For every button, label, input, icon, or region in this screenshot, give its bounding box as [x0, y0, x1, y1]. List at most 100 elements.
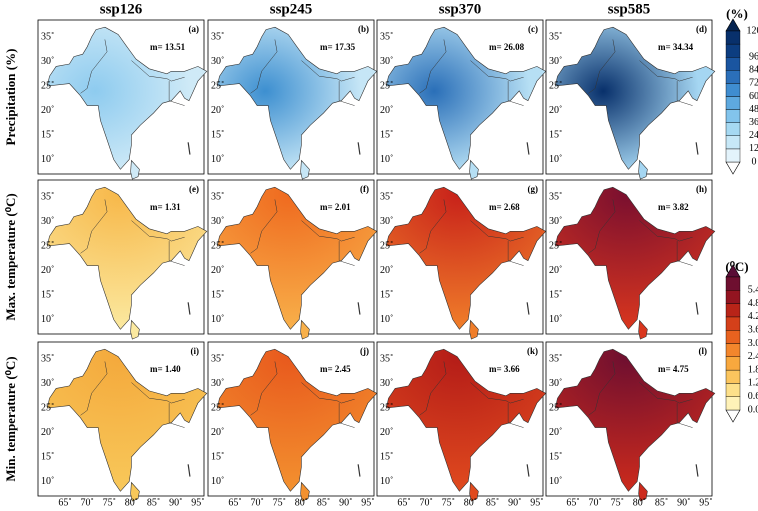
border-line [639, 220, 693, 242]
mean-value: m= 26.08 [489, 42, 525, 52]
panel-label: (a) [189, 24, 200, 34]
lon-tick-label: 75˚ [442, 497, 455, 508]
panel-label: (l) [699, 346, 708, 356]
lat-tick-label: 20˚ [211, 265, 224, 276]
colorbar-tick-label: 3.0 [748, 338, 758, 349]
lon-tick-label: 70˚ [419, 497, 432, 508]
lat-tick-label: 35˚ [380, 191, 393, 202]
lat-tick-label: 35˚ [549, 31, 562, 42]
lat-tick-label: 10˚ [211, 476, 224, 487]
island-mark [187, 142, 191, 155]
lat-tick-label: 15˚ [380, 289, 393, 300]
border-line [168, 403, 185, 428]
island [469, 159, 479, 180]
lon-tick-label: 85˚ [655, 497, 668, 508]
border-line [470, 220, 524, 242]
map-region [216, 186, 378, 330]
island [469, 481, 479, 502]
column-title: ssp126 [100, 1, 143, 17]
panel-label: (k) [527, 346, 538, 356]
lon-tick-label: 85˚ [147, 497, 160, 508]
colorbar-tick-label: 3.6 [748, 324, 758, 335]
colorbar-tick-label: 0.0 [748, 404, 758, 415]
lat-tick-label: 10˚ [549, 476, 562, 487]
mean-value: m= 1.31 [150, 202, 181, 212]
colorbar-cell [725, 70, 741, 84]
lat-tick-label: 25˚ [549, 402, 562, 413]
lat-tick-label: 15˚ [211, 129, 224, 140]
lat-tick-label: 10˚ [211, 154, 224, 165]
lon-tick-label: 75˚ [103, 497, 116, 508]
island-mark [357, 142, 361, 155]
island-mark [357, 464, 361, 477]
border-line [419, 199, 447, 254]
lat-tick-label: 20˚ [41, 427, 54, 438]
mean-value: m= 2.68 [489, 202, 520, 212]
lat-tick-label: 20˚ [211, 427, 224, 438]
lat-tick-label: 30˚ [549, 378, 562, 389]
colorbar-tick-label: 1.8 [748, 364, 758, 375]
island-mark [526, 142, 530, 155]
colorbar-cell [725, 343, 741, 358]
lon-tick-label: 75˚ [611, 497, 624, 508]
island-mark [526, 302, 530, 315]
map-region [554, 186, 716, 330]
border-line [338, 403, 355, 428]
lat-tick-label: 10˚ [380, 476, 393, 487]
lat-tick-label: 30˚ [211, 216, 224, 227]
lat-tick-label: 10˚ [380, 154, 393, 165]
border-line [131, 382, 185, 404]
map-region [46, 348, 208, 492]
colorbar-cell [725, 43, 741, 58]
lat-tick-label: 35˚ [41, 191, 54, 202]
lon-tick-label: 80˚ [464, 497, 477, 508]
lat-tick-label: 15˚ [380, 451, 393, 462]
colorbar-cell [725, 96, 741, 110]
row-label: Min. temperature (⁰C) [3, 356, 18, 481]
lat-tick-label: 35˚ [549, 353, 562, 364]
island [130, 481, 140, 502]
mean-value: m= 13.51 [150, 42, 186, 52]
lon-tick-label: 95˚ [530, 497, 543, 508]
island-mark [695, 464, 699, 477]
colorbar-tick-label: 0 [752, 156, 757, 167]
lat-tick-label: 25˚ [549, 80, 562, 91]
lat-tick-label: 15˚ [41, 451, 54, 462]
island-mark [187, 302, 191, 315]
colorbar-cell [725, 276, 741, 291]
map-region [216, 26, 378, 170]
colorbar-cap [725, 409, 741, 423]
lon-tick-label: 65˚ [58, 497, 71, 508]
border-line [301, 220, 355, 242]
border-line [131, 220, 185, 242]
colorbar-tick-label: 120 [747, 25, 758, 36]
lon-tick-label: 70˚ [588, 497, 601, 508]
lat-tick-label: 25˚ [380, 402, 393, 413]
colorbar-cell [725, 30, 741, 45]
lon-tick-label: 85˚ [317, 497, 330, 508]
lat-tick-label: 35˚ [41, 353, 54, 364]
island-mark [526, 464, 530, 477]
border-line [470, 60, 524, 82]
island-mark [357, 302, 361, 315]
colorbar-tick-label: 1.2 [748, 378, 758, 389]
border-line [338, 241, 355, 266]
lat-tick-label: 15˚ [549, 129, 562, 140]
panel-label: (e) [189, 184, 199, 194]
lat-tick-label: 30˚ [380, 378, 393, 389]
panel-label: (h) [696, 184, 707, 194]
border-line [676, 81, 693, 106]
border-line [250, 39, 278, 94]
panel-label: (g) [528, 184, 539, 194]
border-line [507, 403, 524, 428]
colorbar-tick-label: 72 [749, 78, 758, 89]
lat-tick-label: 35˚ [211, 353, 224, 364]
border-line [168, 81, 185, 106]
mean-value: m= 1.40 [150, 364, 181, 374]
lon-tick-label: 80˚ [295, 497, 308, 508]
lat-tick-label: 35˚ [41, 31, 54, 42]
colorbar-cell [725, 83, 741, 97]
map-region [554, 26, 716, 170]
island-mark [187, 464, 191, 477]
